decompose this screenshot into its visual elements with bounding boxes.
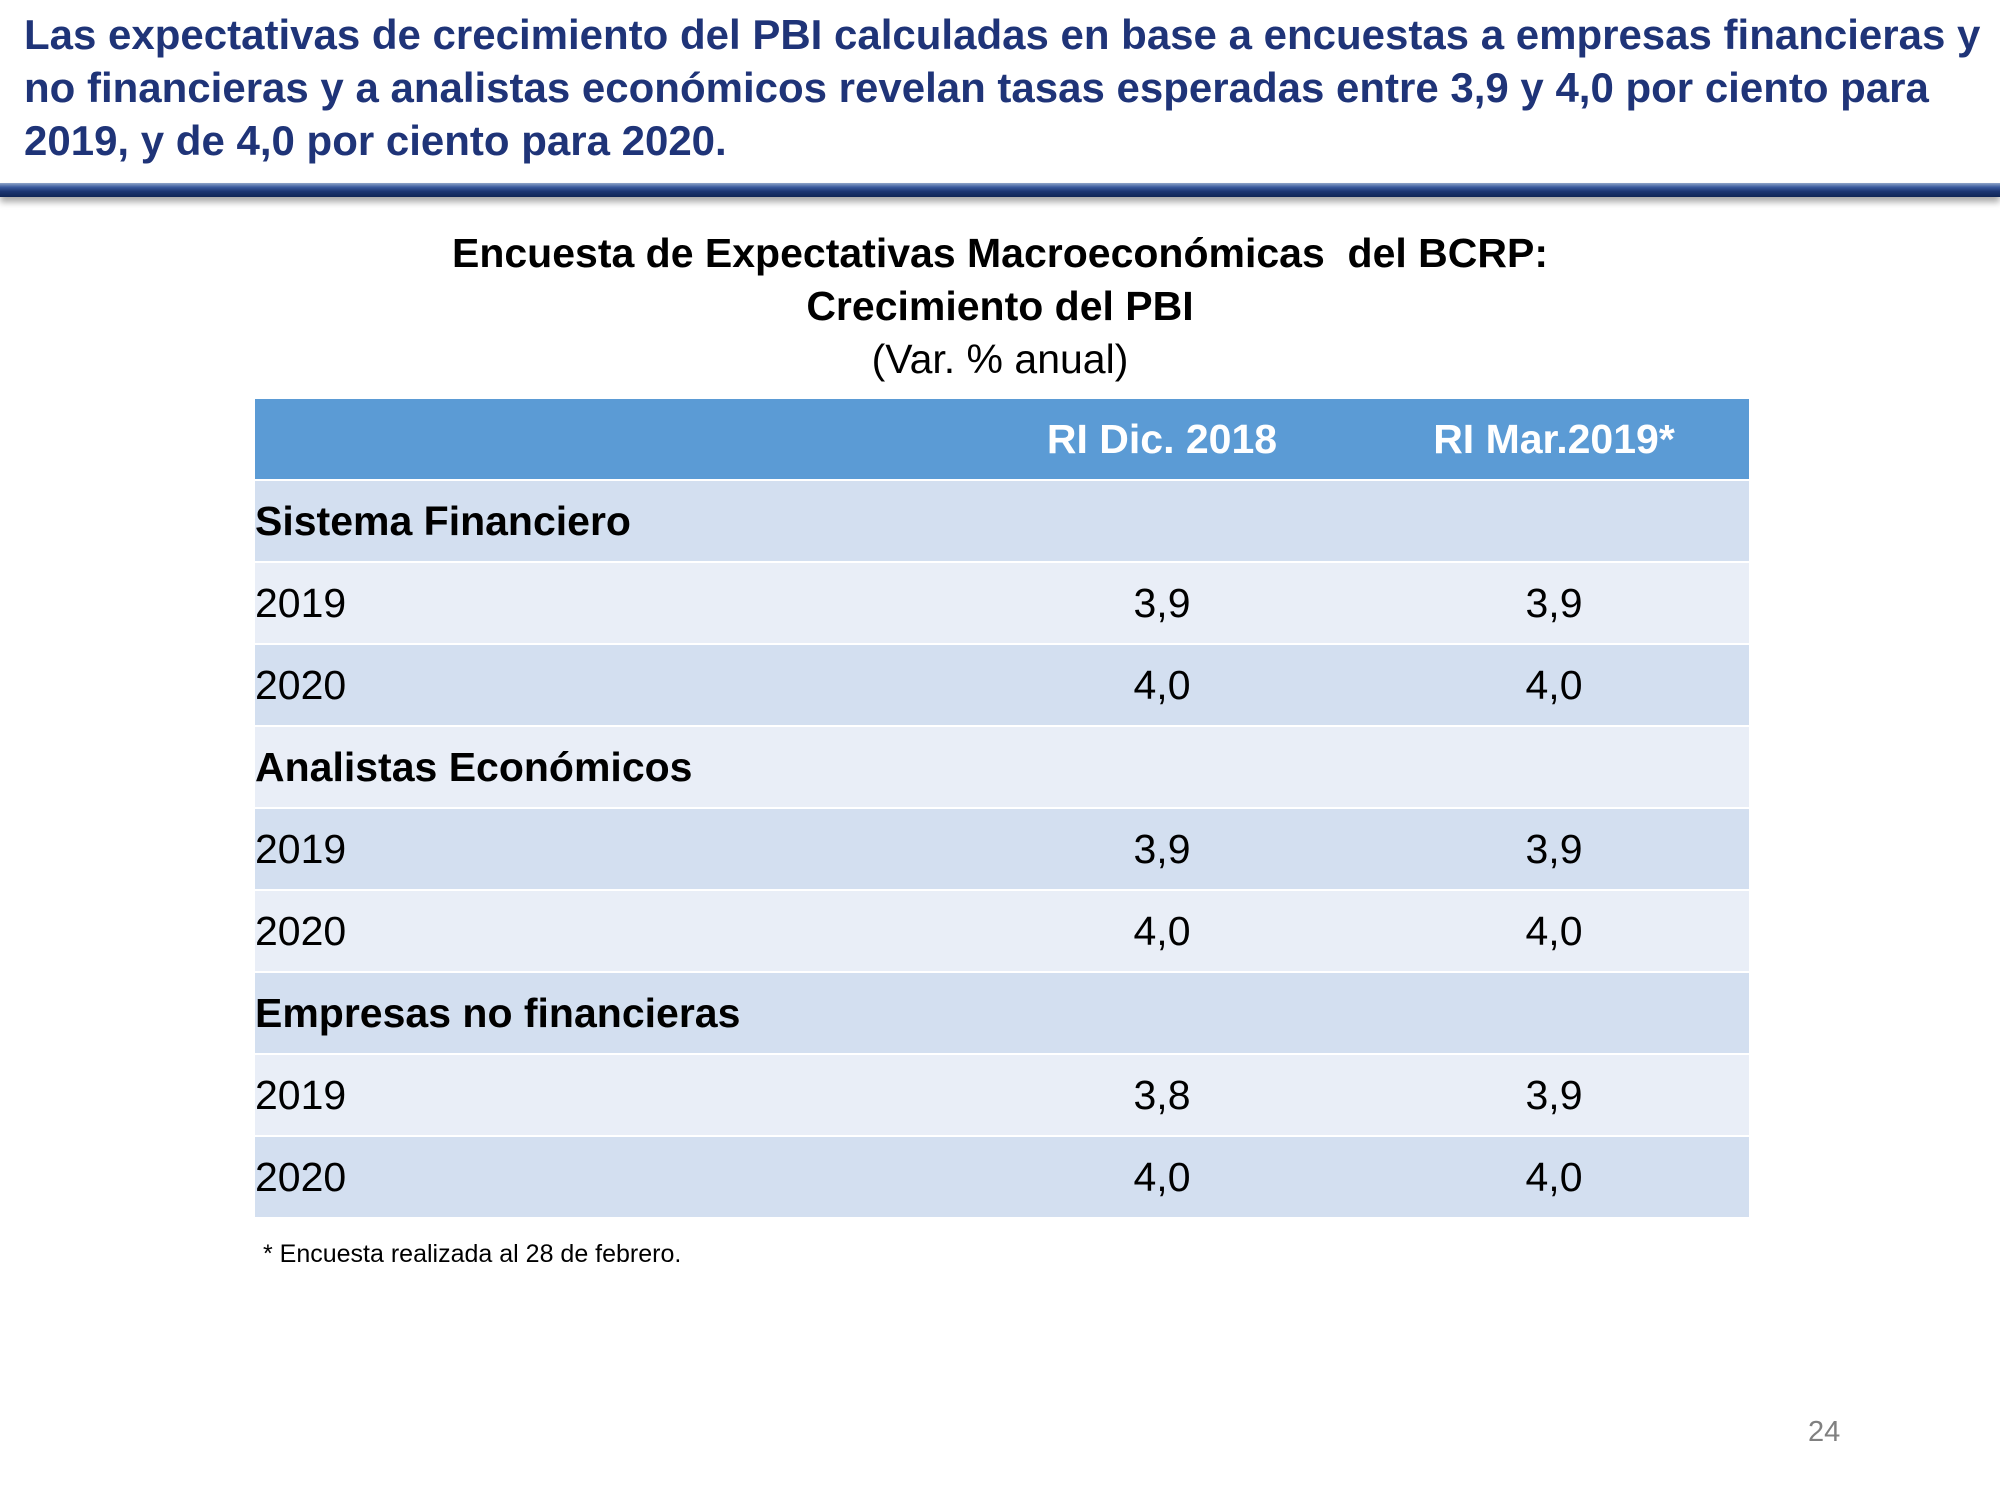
- row-year: 2020: [255, 1136, 965, 1219]
- empty-cell: [965, 480, 1359, 563]
- value-mar-2019: 3,9: [1359, 562, 1749, 645]
- empty-cell: [1359, 480, 1749, 563]
- value-dic-2018: 3,8: [965, 1054, 1359, 1137]
- table-row: 2019 3,9 3,9: [255, 562, 1749, 645]
- group-row-sistema-financiero: Sistema Financiero: [255, 480, 1749, 563]
- header-cell-label: [255, 399, 965, 481]
- group-row-analistas-economicos: Analistas Económicos: [255, 726, 1749, 809]
- empty-cell: [1359, 726, 1749, 809]
- table-title-line2: Crecimiento del PBI: [806, 283, 1194, 329]
- table-row: 2019 3,8 3,9: [255, 1054, 1749, 1137]
- table-title: Encuesta de Expectativas Macroeconómicas…: [451, 230, 1548, 276]
- value-mar-2019: 3,9: [1359, 808, 1749, 891]
- group-label: Sistema Financiero: [255, 480, 965, 563]
- group-row-empresas-no-financieras: Empresas no financieras: [255, 972, 1749, 1055]
- value-dic-2018: 4,0: [965, 890, 1359, 973]
- row-year: 2020: [255, 644, 965, 727]
- value-dic-2018: 3,9: [965, 562, 1359, 645]
- table-subtitle: (Var. % anual): [871, 336, 1129, 382]
- row-year: 2019: [255, 1054, 965, 1137]
- table-row: 2020 4,0 4,0: [255, 1136, 1749, 1219]
- expectations-table: RI Dic. 2018 RI Mar.2019* Sistema Financ…: [255, 399, 1749, 1219]
- value-dic-2018: 4,0: [965, 644, 1359, 727]
- value-mar-2019: 4,0: [1359, 890, 1749, 973]
- header-cell-mar-2019: RI Mar.2019*: [1359, 399, 1749, 481]
- table-row: 2019 3,9 3,9: [255, 808, 1749, 891]
- page-number: 24: [1808, 1416, 1841, 1448]
- group-label: Empresas no financieras: [255, 972, 965, 1055]
- empty-cell: [965, 972, 1359, 1055]
- table-row: 2020 4,0 4,0: [255, 644, 1749, 727]
- row-year: 2019: [255, 562, 965, 645]
- table-row: 2020 4,0 4,0: [255, 890, 1749, 973]
- header-cell-dic-2018: RI Dic. 2018: [965, 399, 1359, 481]
- value-dic-2018: 3,9: [965, 808, 1359, 891]
- group-label: Analistas Económicos: [255, 726, 965, 809]
- value-mar-2019: 4,0: [1359, 644, 1749, 727]
- header-rule: [0, 183, 2000, 197]
- row-year: 2019: [255, 808, 965, 891]
- slide-headline: Las expectativas de crecimiento del PBI …: [24, 11, 1981, 164]
- table-header-row: RI Dic. 2018 RI Mar.2019*: [255, 399, 1749, 481]
- value-dic-2018: 4,0: [965, 1136, 1359, 1219]
- empty-cell: [1359, 972, 1749, 1055]
- footnote: * Encuesta realizada al 28 de febrero.: [263, 1240, 682, 1268]
- value-mar-2019: 3,9: [1359, 1054, 1749, 1137]
- value-mar-2019: 4,0: [1359, 1136, 1749, 1219]
- table-title-block: Encuesta de Expectativas Macroeconómicas…: [0, 227, 2000, 386]
- empty-cell: [965, 726, 1359, 809]
- row-year: 2020: [255, 890, 965, 973]
